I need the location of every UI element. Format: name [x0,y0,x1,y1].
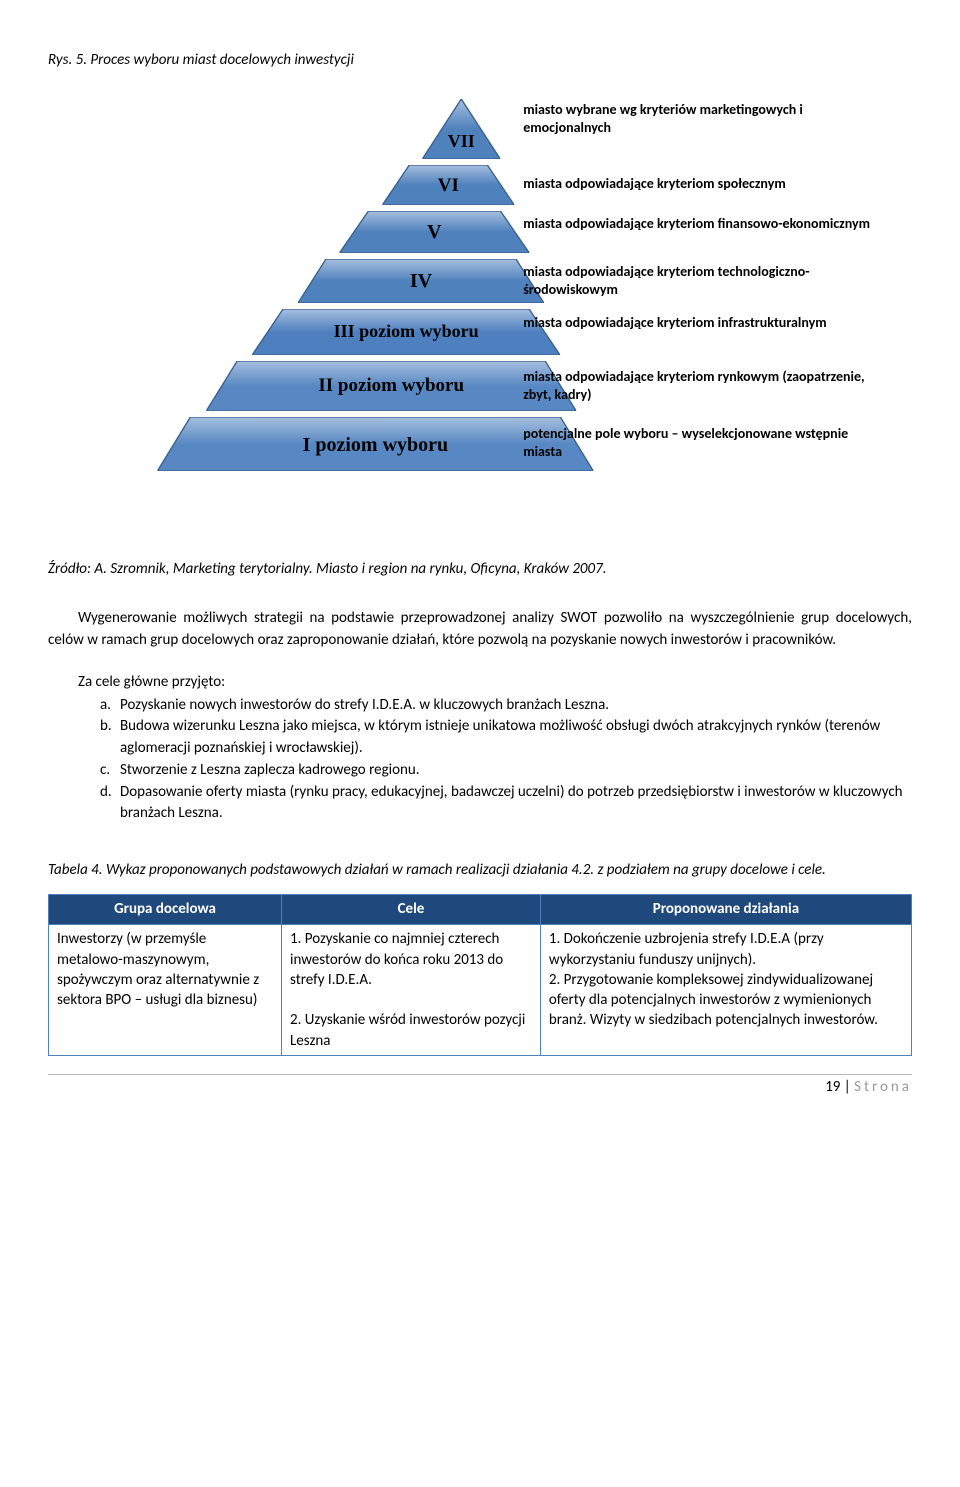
table-cell: Inwestorzy (w przemyśle metalowo-maszyno… [49,925,282,1056]
footer-sep: | [840,1078,854,1096]
body-paragraph: Wygenerowanie możliwych strategii na pod… [48,608,912,652]
list-item: Budowa wizerunku Leszna jako miejsca, w … [100,716,912,760]
page-footer: 19 | Strona [48,1074,912,1098]
pyramid-label: II poziom wyboru [206,373,576,400]
pyramid-desc: miasto wybrane wg kryteriów marketingowy… [523,101,883,136]
pyramid-layer-4: IV [298,259,544,303]
list-item: Pozyskanie nowych inwestorów do strefy I… [100,695,912,717]
pyramid-layer-7: VII [422,99,500,159]
pyramid-layer-3: III poziom wyboru [252,309,560,355]
pyramid-desc: miasta odpowiadające kryteriom technolog… [523,263,883,298]
page-number: 19 [825,1078,840,1096]
list-intro: Za cele główne przyjęto: [48,672,912,693]
pyramid-desc: miasta odpowiadające kryteriom rynkowym … [523,368,883,403]
pyramid-label: V [339,218,529,246]
footer-label: Strona [854,1078,912,1096]
pyramid-desc: miasta odpowiadające kryteriom finansowo… [523,215,883,233]
list-item: Dopasowanie oferty miasta (rynku pracy, … [100,782,912,826]
pyramid-layer-5: V [339,211,529,253]
table-row: Inwestorzy (w przemyśle metalowo-maszyno… [49,925,912,1056]
pyramid-label: VI [382,173,514,200]
goals-list: Pozyskanie nowych inwestorów do strefy I… [48,695,912,826]
actions-table: Grupa docelowaCeleProponowane działania … [48,894,912,1056]
pyramid-label: IV [298,267,544,295]
table-title: Tabela 4. Wykaz proponowanych podstawowy… [48,860,912,880]
pyramid-label: VII [422,129,500,154]
table-cell: 1. Pozyskanie co najmniej czterech inwes… [282,925,541,1056]
table-header: Cele [282,895,541,925]
pyramid-diagram: VII miasto wybrane wg kryteriów marketing… [48,99,912,529]
figure-title: Rys. 5. Proces wyboru miast docelowych i… [48,50,912,71]
pyramid-label: III poziom wyboru [252,319,560,344]
table-header: Grupa docelowa [49,895,282,925]
table-header: Proponowane działania [540,895,911,925]
pyramid-desc: miasta odpowiadające kryteriom społeczny… [523,175,883,193]
pyramid-layer-6: VI [382,165,514,205]
pyramid-layer-2: II poziom wyboru [206,361,576,411]
list-item: Stworzenie z Leszna zaplecza kadrowego r… [100,760,912,782]
table-cell: 1. Dokończenie uzbrojenia strefy I.D.E.A… [540,925,911,1056]
pyramid-desc: miasta odpowiadające kryteriom infrastru… [523,314,883,332]
pyramid-desc: potencjalne pole wyboru – wyselekcjonowa… [523,425,883,460]
figure-source: Źródło: A. Szromnik, Marketing terytoria… [48,559,912,580]
